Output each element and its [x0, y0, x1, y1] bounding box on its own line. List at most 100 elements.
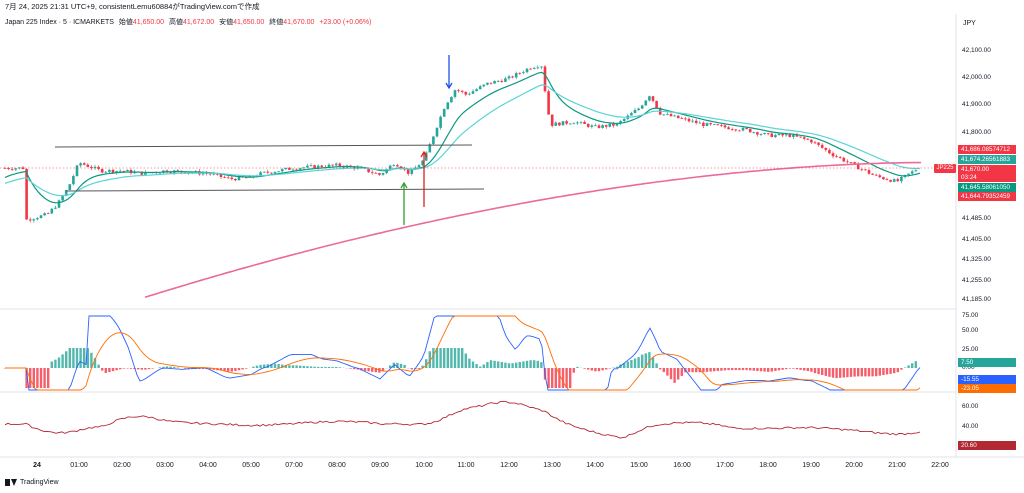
macd-bar [871, 368, 874, 377]
macd-bar [889, 368, 892, 374]
macd-bar [875, 368, 878, 377]
candle-body [93, 166, 97, 169]
candle-body [748, 128, 752, 133]
macd-bar [803, 368, 806, 371]
candle-body [75, 165, 79, 176]
macd-bar [651, 357, 655, 368]
candle-body [32, 219, 36, 221]
candle-body [813, 142, 817, 144]
candle-body [540, 66, 543, 68]
macd-bar [360, 368, 363, 371]
macd-bar [828, 368, 831, 377]
candle-body [572, 123, 576, 125]
macd-bar [817, 368, 820, 375]
candle-body [655, 100, 658, 108]
footer-brand[interactable]: TradingView [5, 479, 59, 486]
candle-body [612, 123, 615, 126]
macd-bar [648, 352, 651, 368]
macd-bar [158, 367, 161, 368]
macd-bar [83, 348, 86, 368]
candle-body [230, 177, 234, 179]
candle-body [842, 157, 846, 162]
macd-bar [263, 364, 266, 368]
candle-body [284, 167, 288, 170]
macd-bar [335, 366, 338, 368]
macd-bar [831, 368, 835, 378]
macd-bar [497, 361, 500, 368]
candle-body [212, 173, 216, 175]
currency-label[interactable]: JPY [963, 20, 976, 27]
candle-body [601, 125, 604, 128]
candle-body [604, 125, 608, 127]
macd-bar [792, 368, 795, 369]
macd-bar [284, 365, 287, 368]
candle-body [856, 163, 860, 170]
candle-body [680, 118, 684, 119]
macd-bar [785, 368, 788, 370]
candle-body [108, 169, 111, 172]
candle-body [878, 175, 882, 178]
macd-bar [896, 368, 899, 373]
candle-body [453, 90, 457, 97]
price-axis-label: 41,325.00 [962, 256, 991, 263]
macd-bar [234, 368, 237, 371]
rsi-axis-label: 40.00 [962, 423, 979, 430]
macd-bar [147, 368, 151, 370]
candle-body [338, 163, 342, 167]
symbol-legend[interactable]: Japan 225 Index · 5 · ICMARKETS 始値41,650… [5, 17, 371, 29]
macd-bar [151, 368, 154, 369]
macd-bar [291, 365, 295, 368]
time-axis-label: 22:00 [931, 462, 949, 469]
candle-body [720, 125, 723, 126]
macd-bar [749, 368, 752, 371]
candle-body [896, 179, 900, 182]
candle-body [532, 67, 536, 69]
candle-body [68, 184, 72, 191]
macd-bar [169, 366, 172, 368]
macd-bar [450, 348, 453, 368]
candle-body [378, 173, 381, 175]
macd-bar [324, 366, 327, 368]
candle-body [381, 173, 385, 175]
macd-bar [637, 357, 640, 368]
candle-body [295, 169, 298, 171]
candle-body [511, 76, 514, 78]
time-axis-label: 11:00 [457, 462, 475, 469]
candle-body [421, 160, 424, 166]
macd-bar [659, 368, 662, 370]
high-value: 41,672.00 [183, 19, 215, 26]
candle-body [648, 96, 651, 101]
price-axis-label: 42,100.00 [962, 47, 991, 54]
macd-bar [907, 365, 910, 368]
candle-body [18, 167, 21, 169]
open-value: 41,650.00 [132, 19, 165, 26]
candle-body [223, 176, 226, 178]
candle-body [313, 165, 316, 169]
macd-bar [666, 368, 669, 376]
candle-body [471, 91, 475, 94]
candle-body [860, 169, 864, 171]
macd-bar [777, 368, 781, 371]
candle-body [824, 147, 828, 150]
macd-signal-line [5, 315, 921, 391]
candle-body [763, 133, 766, 135]
candle-body [568, 123, 572, 125]
macd-bar [569, 368, 572, 388]
candle-body [219, 173, 223, 177]
time-axis-label: 02:00 [113, 462, 131, 469]
macd-bar [25, 368, 28, 388]
macd-bar [86, 348, 89, 368]
macd-bar [864, 368, 867, 377]
macd-bar [101, 368, 104, 371]
candle-body [889, 180, 892, 182]
price-axis-label: 41,185.00 [962, 296, 991, 303]
candle-body [396, 165, 399, 167]
macd-bar [252, 366, 255, 368]
candle-body [817, 142, 820, 145]
candle-body [900, 176, 903, 182]
symbol-name[interactable]: Japan 225 Index · 5 · ICMARKETS [5, 19, 114, 26]
macd-bar [482, 364, 485, 368]
candle-body [298, 168, 302, 170]
candle-body [309, 165, 313, 167]
